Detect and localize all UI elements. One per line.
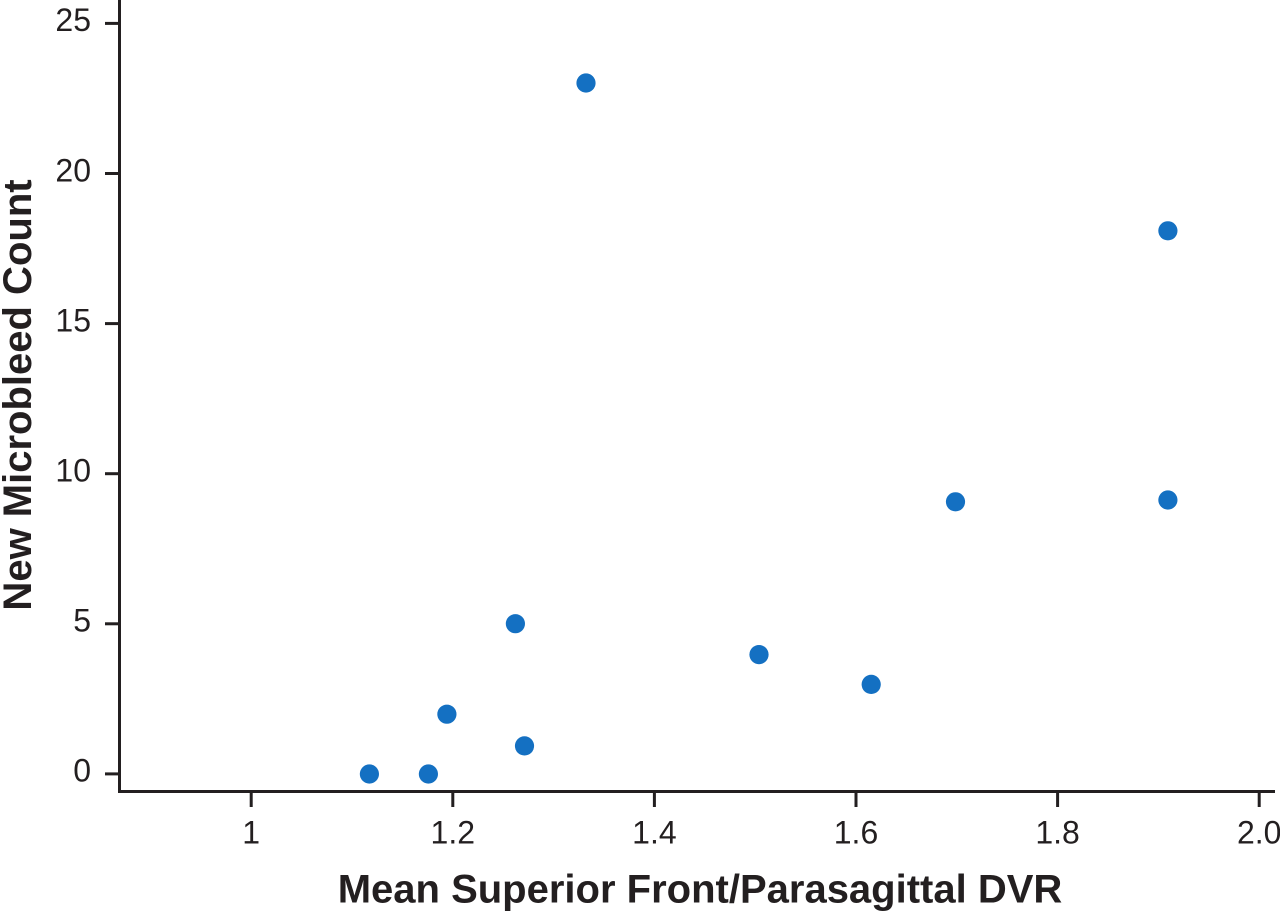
svg-text:New Microbleed Count: New Microbleed Count: [0, 179, 40, 610]
svg-text:2.0: 2.0: [1237, 815, 1280, 851]
svg-text:0: 0: [73, 753, 91, 789]
svg-text:15: 15: [55, 302, 91, 338]
svg-text:Mean Superior Front/Parasagitt: Mean Superior Front/Parasagittal DVR: [338, 868, 1063, 911]
svg-text:1.2: 1.2: [431, 815, 475, 851]
svg-text:1.6: 1.6: [834, 815, 878, 851]
svg-text:10: 10: [55, 453, 91, 489]
svg-text:1: 1: [242, 815, 260, 851]
svg-text:25: 25: [55, 2, 91, 38]
svg-text:20: 20: [55, 152, 91, 188]
svg-text:1.4: 1.4: [632, 815, 676, 851]
svg-text:5: 5: [73, 603, 91, 639]
svg-text:1.8: 1.8: [1035, 815, 1079, 851]
